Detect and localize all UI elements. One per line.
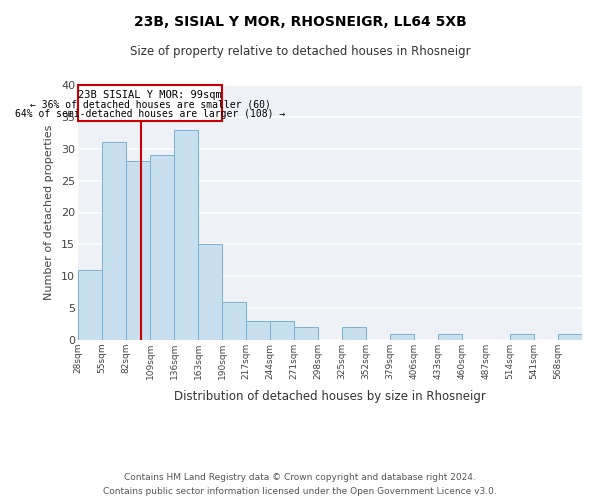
Text: 64% of semi-detached houses are larger (108) →: 64% of semi-detached houses are larger (… — [15, 109, 285, 119]
Y-axis label: Number of detached properties: Number of detached properties — [44, 125, 54, 300]
Text: 23B, SISIAL Y MOR, RHOSNEIGR, LL64 5XB: 23B, SISIAL Y MOR, RHOSNEIGR, LL64 5XB — [134, 15, 466, 29]
Bar — [246, 321, 269, 340]
Bar — [150, 155, 173, 340]
Bar — [174, 130, 197, 340]
Bar — [510, 334, 533, 340]
Bar — [78, 270, 101, 340]
X-axis label: Distribution of detached houses by size in Rhosneigr: Distribution of detached houses by size … — [174, 390, 486, 404]
Text: Contains public sector information licensed under the Open Government Licence v3: Contains public sector information licen… — [103, 486, 497, 496]
Text: ← 36% of detached houses are smaller (60): ← 36% of detached houses are smaller (60… — [29, 100, 271, 110]
Bar — [198, 244, 221, 340]
Text: 23B SISIAL Y MOR: 99sqm: 23B SISIAL Y MOR: 99sqm — [78, 90, 222, 100]
FancyBboxPatch shape — [78, 85, 222, 122]
Bar — [438, 334, 461, 340]
Bar — [126, 162, 149, 340]
Bar — [222, 302, 245, 340]
Text: Size of property relative to detached houses in Rhosneigr: Size of property relative to detached ho… — [130, 45, 470, 58]
Bar — [294, 328, 317, 340]
Bar — [390, 334, 413, 340]
Bar — [270, 321, 293, 340]
Bar — [342, 328, 365, 340]
Bar — [558, 334, 581, 340]
Text: Contains HM Land Registry data © Crown copyright and database right 2024.: Contains HM Land Registry data © Crown c… — [124, 473, 476, 482]
Bar — [102, 142, 125, 340]
